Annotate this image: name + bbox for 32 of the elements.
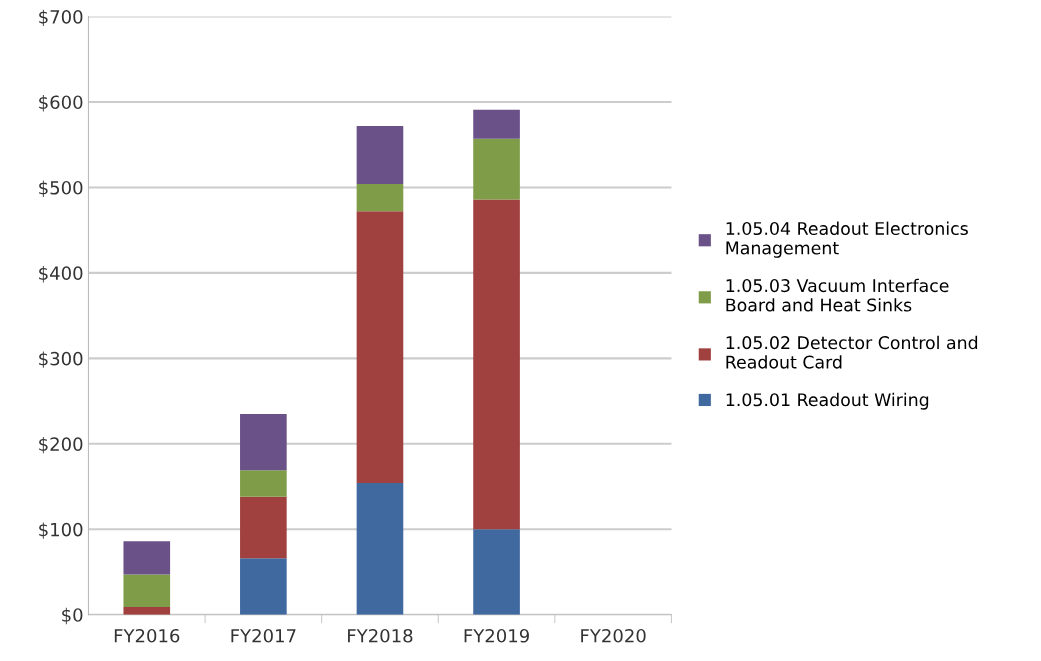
x-tick-label: FY2016 bbox=[114, 628, 180, 643]
y-tick-label: $0 bbox=[62, 607, 83, 625]
x-tick-label: FY2020 bbox=[581, 628, 646, 643]
x-tick-label: FY2018 bbox=[348, 628, 413, 643]
bar bbox=[123, 541, 171, 575]
legend-label: 1.05.03 Vacuum Interface Board and Heat Sinks bbox=[726, 278, 949, 312]
bar bbox=[473, 199, 520, 530]
bar bbox=[473, 138, 520, 200]
bar bbox=[240, 558, 287, 615]
legend-label: 1.05.02 Detector Control and Readout Card bbox=[726, 335, 978, 369]
bar bbox=[123, 607, 171, 615]
legend-label: 1.05.04 Readout Electronics Management bbox=[726, 221, 968, 258]
x-tick-label: FY2019 bbox=[464, 628, 529, 643]
bar bbox=[473, 109, 520, 139]
bar bbox=[240, 470, 287, 497]
bar bbox=[356, 211, 404, 484]
y-tick-label: $600 bbox=[39, 95, 83, 112]
x-tick-label: FY2017 bbox=[231, 628, 296, 643]
bar bbox=[356, 125, 404, 185]
y-tick-label: $200 bbox=[39, 436, 83, 454]
bar bbox=[356, 483, 404, 615]
bar bbox=[240, 496, 287, 559]
y-tick-label: $400 bbox=[39, 266, 83, 283]
y-tick-label: $100 bbox=[39, 522, 83, 539]
legend-label: 1.05.01 Readout Wiring bbox=[726, 392, 929, 410]
bar bbox=[356, 184, 404, 212]
y-tick-label: $700 bbox=[39, 9, 83, 27]
bar bbox=[240, 413, 287, 471]
y-tick-label: $500 bbox=[39, 180, 83, 197]
bar bbox=[473, 529, 520, 615]
y-tick-label: $300 bbox=[39, 351, 83, 368]
bar bbox=[123, 574, 171, 608]
